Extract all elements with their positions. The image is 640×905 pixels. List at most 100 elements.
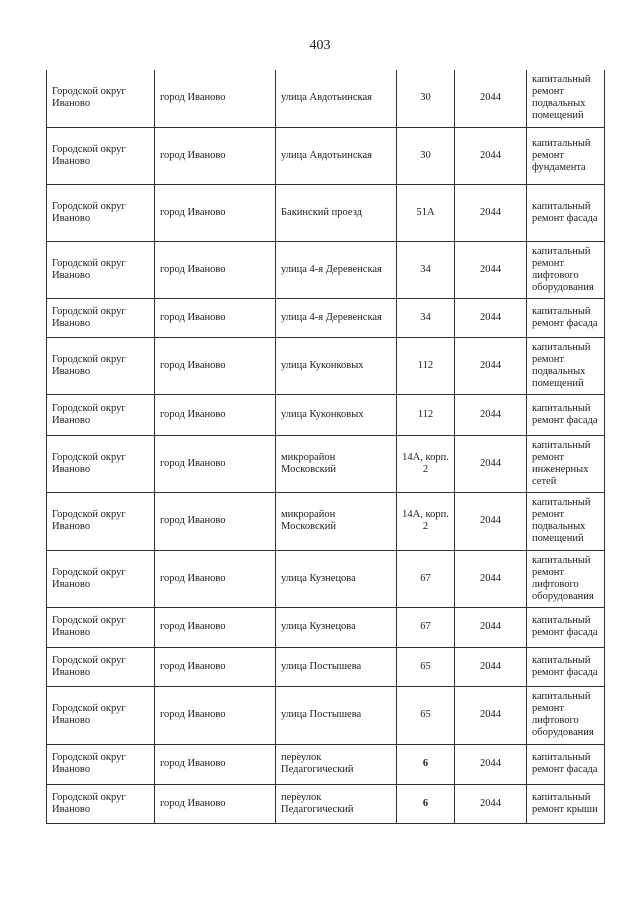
cell-house: 30 bbox=[396, 70, 455, 128]
cell-house: 67 bbox=[396, 606, 455, 648]
table-row: Городской округ Иваново город Иваново пере… bbox=[46, 783, 605, 824]
cell-house: 6 bbox=[396, 783, 455, 824]
cell-street: переулок Педагогический bbox=[275, 743, 397, 785]
cell-district: Городской округ Иваново bbox=[46, 783, 155, 824]
cell-work: капитальный ремонт фасада bbox=[526, 297, 605, 338]
cell-year: 2044 bbox=[454, 491, 527, 551]
cell-city: город Иваново bbox=[154, 434, 276, 493]
cell-work: капитальный ремонт лифтового оборудовани… bbox=[526, 549, 605, 608]
cell-district: Городской округ Иваново bbox=[46, 491, 155, 551]
cell-house: 65 bbox=[396, 685, 455, 745]
cell-street: улица Куконковых bbox=[275, 336, 397, 395]
cell-city: город Иваново bbox=[154, 70, 276, 128]
table-row: Городской округ Иваново город Иваново улиц… bbox=[46, 126, 605, 185]
cell-city: город Иваново bbox=[154, 783, 276, 824]
table-row: Городской округ Иваново город Иваново улиц… bbox=[46, 393, 605, 436]
cell-district: Городской округ Иваново bbox=[46, 434, 155, 493]
cell-work: капитальный ремонт подвальных помещений bbox=[526, 70, 605, 128]
cell-city: город Иваново bbox=[154, 393, 276, 436]
cell-year: 2044 bbox=[454, 393, 527, 436]
cell-year: 2044 bbox=[454, 743, 527, 785]
cell-work: капитальный ремонт лифтового оборудовани… bbox=[526, 240, 605, 299]
cell-street: улица Авдотьинская bbox=[275, 70, 397, 128]
cell-house: 14А, корп. 2 bbox=[396, 434, 455, 493]
cell-street: улица 4-я Деревенская bbox=[275, 240, 397, 299]
cell-work: капитальный ремонт фасада bbox=[526, 646, 605, 687]
cell-street: микрорайон Московский bbox=[275, 434, 397, 493]
cell-house: 14А, корп. 2 bbox=[396, 491, 455, 551]
cell-city: город Иваново bbox=[154, 336, 276, 395]
cell-street: улица Куконковых bbox=[275, 393, 397, 436]
cell-year: 2044 bbox=[454, 783, 527, 824]
cell-house: 112 bbox=[396, 336, 455, 395]
cell-house: 51А bbox=[396, 183, 455, 242]
cell-city: город Иваново bbox=[154, 183, 276, 242]
table-row: Городской округ Иваново город Иваново улиц… bbox=[46, 240, 605, 299]
cell-year: 2044 bbox=[454, 606, 527, 648]
cell-year: 2044 bbox=[454, 240, 527, 299]
table-row: Городской округ Иваново город Иваново микр… bbox=[46, 491, 605, 551]
table-row: Городской округ Иваново город Иваново микр… bbox=[46, 434, 605, 493]
cell-work: капитальный ремонт крыши bbox=[526, 783, 605, 824]
cell-work: капитальный ремонт лифтового оборудовани… bbox=[526, 685, 605, 745]
table-row: Городской округ Иваново город Иваново улиц… bbox=[46, 70, 605, 128]
cell-street: переулок Педагогический bbox=[275, 783, 397, 824]
cell-year: 2044 bbox=[454, 646, 527, 687]
cell-district: Городской округ Иваново bbox=[46, 606, 155, 648]
cell-district: Городской округ Иваново bbox=[46, 646, 155, 687]
page-number: 403 bbox=[309, 38, 331, 53]
cell-year: 2044 bbox=[454, 685, 527, 745]
cell-street: улица Кузнецова bbox=[275, 606, 397, 648]
cell-district: Городской округ Иваново bbox=[46, 393, 155, 436]
cell-street: микрорайон Московский bbox=[275, 491, 397, 551]
cell-year: 2044 bbox=[454, 126, 527, 185]
cell-work: капитальный ремонт фасада bbox=[526, 183, 605, 242]
cell-street: улица Постышева bbox=[275, 685, 397, 745]
cell-house: 67 bbox=[396, 549, 455, 608]
cell-district: Городской округ Иваново bbox=[46, 240, 155, 299]
cell-city: город Иваново bbox=[154, 606, 276, 648]
table-row: Городской округ Иваново город Иваново Баки… bbox=[46, 183, 605, 242]
cell-work: капитальный ремонт фасада bbox=[526, 606, 605, 648]
cell-year: 2044 bbox=[454, 336, 527, 395]
cell-house: 65 bbox=[396, 646, 455, 687]
cell-year: 2044 bbox=[454, 434, 527, 493]
cell-district: Городской округ Иваново bbox=[46, 743, 155, 785]
cell-district: Городской округ Иваново bbox=[46, 126, 155, 185]
cell-work: капитальный ремонт фасада bbox=[526, 743, 605, 785]
cell-street: улица Постышева bbox=[275, 646, 397, 687]
cell-city: город Иваново bbox=[154, 240, 276, 299]
cell-house: 34 bbox=[396, 240, 455, 299]
cell-district: Городской округ Иваново bbox=[46, 297, 155, 338]
cell-work: капитальный ремонт фасада bbox=[526, 393, 605, 436]
cell-street: улица Авдотьинская bbox=[275, 126, 397, 185]
cell-city: город Иваново bbox=[154, 743, 276, 785]
cell-district: Городской округ Иваново bbox=[46, 549, 155, 608]
cell-year: 2044 bbox=[454, 549, 527, 608]
cell-year: 2044 bbox=[454, 183, 527, 242]
cell-city: город Иваново bbox=[154, 126, 276, 185]
repair-schedule-table: Городской округ Иваново город Иваново улиц… bbox=[46, 70, 605, 824]
cell-year: 2044 bbox=[454, 70, 527, 128]
cell-city: город Иваново bbox=[154, 491, 276, 551]
cell-house: 30 bbox=[396, 126, 455, 185]
cell-work: капитальный ремонт подвальных помещений bbox=[526, 336, 605, 395]
table-row: Городской округ Иваново город Иваново улиц… bbox=[46, 685, 605, 745]
cell-city: город Иваново bbox=[154, 646, 276, 687]
cell-city: город Иваново bbox=[154, 297, 276, 338]
cell-work: капитальный ремонт инженерных сетей bbox=[526, 434, 605, 493]
cell-work: капитальный ремонт фундамента bbox=[526, 126, 605, 185]
cell-district: Городской округ Иваново bbox=[46, 685, 155, 745]
cell-street: Бакинский проезд bbox=[275, 183, 397, 242]
cell-street: улица 4-я Деревенская bbox=[275, 297, 397, 338]
cell-house: 6 bbox=[396, 743, 455, 785]
table-row: Городской округ Иваново город Иваново улиц… bbox=[46, 606, 605, 648]
table-row: Городской округ Иваново город Иваново улиц… bbox=[46, 336, 605, 395]
cell-district: Городской округ Иваново bbox=[46, 70, 155, 128]
cell-year: 2044 bbox=[454, 297, 527, 338]
cell-house: 34 bbox=[396, 297, 455, 338]
cell-district: Городской округ Иваново bbox=[46, 336, 155, 395]
cell-city: город Иваново bbox=[154, 685, 276, 745]
cell-work: капитальный ремонт подвальных помещений bbox=[526, 491, 605, 551]
